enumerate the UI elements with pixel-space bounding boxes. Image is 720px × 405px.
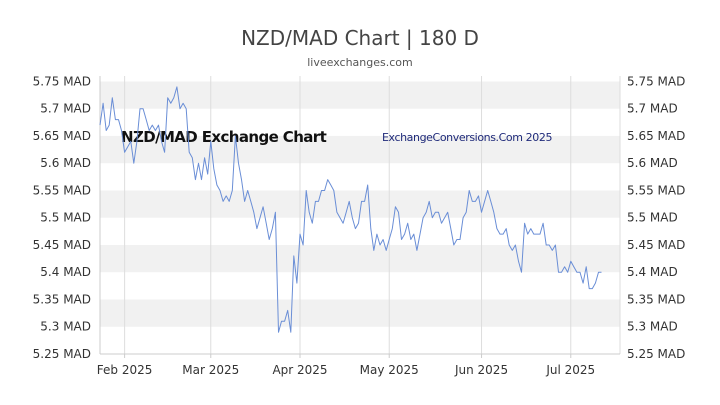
y-tick-label-left: 5.3 MAD [40,320,91,334]
y-tick-label-right: 5.35 MAD [627,292,685,306]
y-tick-label-right: 5.75 MAD [627,74,685,88]
y-tick-label-left: 5.6 MAD [40,156,91,170]
y-tick-label-left: 5.7 MAD [40,102,91,116]
y-tick-label-right: 5.5 MAD [627,211,678,225]
x-tick-label: Apr 2025 [272,363,327,377]
series-line [99,86,602,333]
y-tick-label-left: 5.25 MAD [33,347,91,361]
y-tick-label-right: 5.4 MAD [627,265,678,279]
x-tick-label: Jul 2025 [545,363,595,377]
grid-band [100,299,620,327]
chart-title: NZD/MAD Chart | 180 D [241,26,479,50]
grid-band [100,244,620,273]
y-tick-label-left: 5.35 MAD [33,292,91,306]
y-tick-label-right: 5.6 MAD [627,156,678,170]
y-tick-label-right: 5.65 MAD [627,129,685,143]
watermark-left: NZD/MAD Exchange Chart [121,128,327,146]
grid-band [100,135,620,164]
y-tick-label-right: 5.55 MAD [627,183,685,197]
grid-band-top [100,76,620,82]
x-tick-label: Jun 2025 [454,363,508,377]
y-tick-label-right: 5.3 MAD [627,320,678,334]
y-tick-label-right: 5.45 MAD [627,238,685,252]
y-tick-label-left: 5.5 MAD [40,211,91,225]
x-tick-label: Mar 2025 [182,363,239,377]
grid-band [100,81,620,109]
y-tick-label-right: 5.25 MAD [627,347,685,361]
y-tick-label-left: 5.75 MAD [33,74,91,88]
x-tick-label: Feb 2025 [97,363,153,377]
y-tick-label-left: 5.4 MAD [40,265,91,279]
y-tick-label-left: 5.55 MAD [33,183,91,197]
y-tick-label-left: 5.45 MAD [33,238,91,252]
y-tick-label-left: 5.65 MAD [33,129,91,143]
watermark-right: ExchangeConversions.Com 2025 [382,131,552,144]
x-tick-label: May 2025 [360,363,419,377]
y-tick-label-right: 5.7 MAD [627,102,678,116]
chart-subtitle: liveexchanges.com [307,56,413,69]
